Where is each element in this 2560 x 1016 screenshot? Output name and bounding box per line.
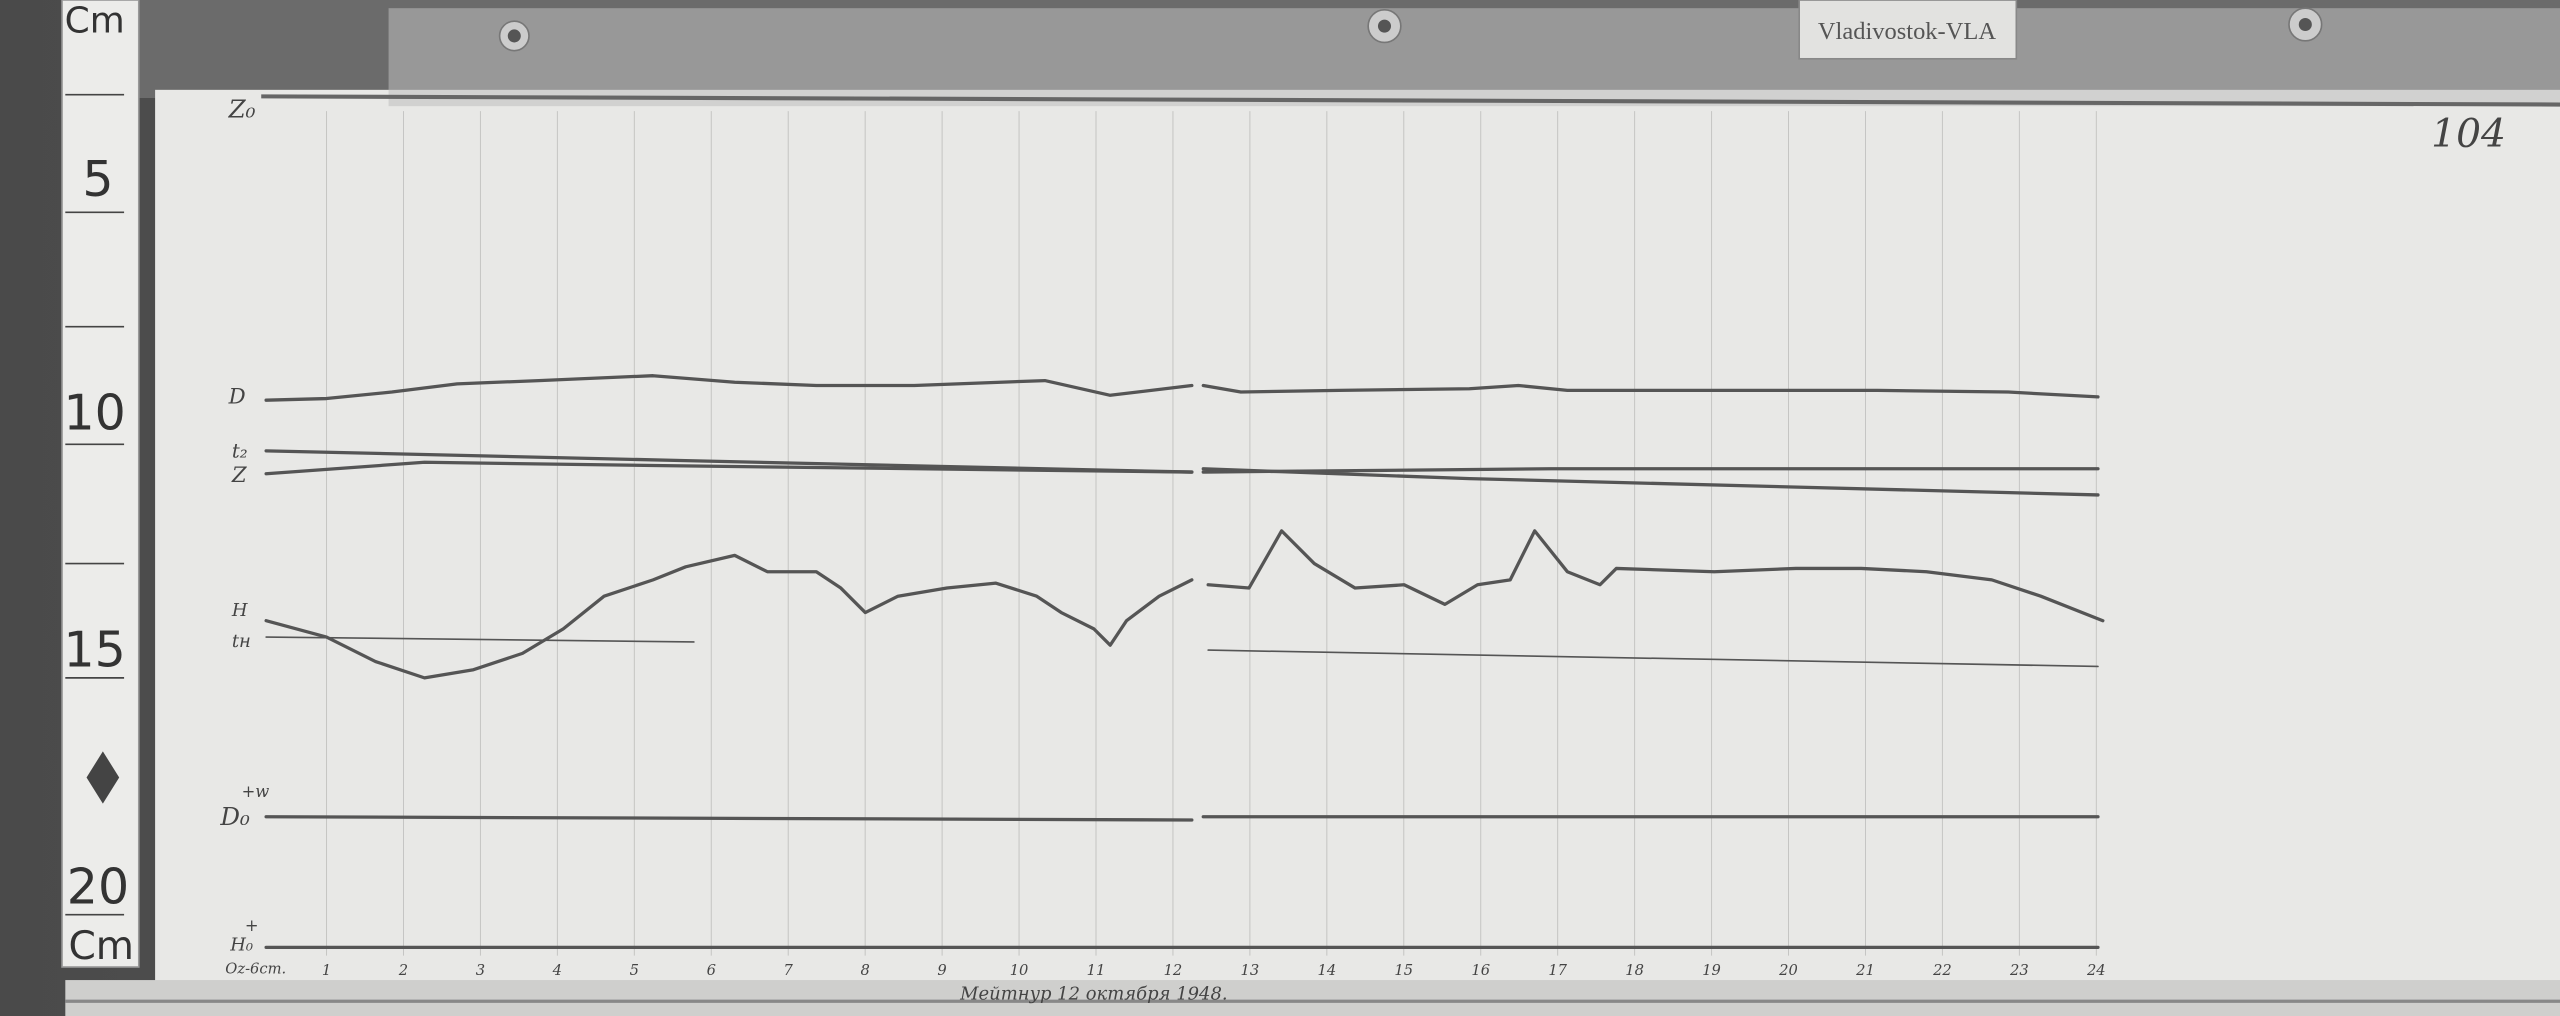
label-h0-sign: +	[245, 916, 259, 935]
hour-label: 22	[1932, 962, 1952, 979]
label-t2: t₂	[232, 439, 248, 462]
traces	[264, 374, 2105, 950]
paper-bottom-edge	[65, 980, 2560, 1016]
t2-trace	[264, 449, 1194, 474]
ruler-ticks	[65, 93, 125, 916]
label-d0: D₀	[219, 802, 250, 831]
ruler-unit-top: Cm	[65, 1, 125, 42]
hour-label: 12	[1164, 962, 1183, 979]
th-baseline	[265, 636, 695, 643]
hour-label: 5	[630, 962, 639, 979]
hour-label: 2	[398, 962, 408, 979]
label-h0: H₀	[229, 935, 253, 956]
z0-baseline	[261, 94, 2560, 107]
h-trace	[264, 553, 1194, 680]
z-trace	[264, 460, 1194, 476]
d-trace	[1201, 383, 2100, 399]
hour-label: 16	[1471, 962, 1490, 979]
label-z: Z	[231, 463, 248, 488]
hour-label: 4	[552, 962, 562, 979]
ruler-mark-10: 10	[64, 385, 126, 442]
label-d: D	[228, 384, 246, 409]
label-h: H	[231, 600, 248, 621]
hour-label: 13	[1241, 962, 1260, 979]
sheet-number: 104	[2431, 112, 2506, 157]
station-label: Vladivostok-VLA	[1818, 18, 1996, 45]
hour-label: 15	[1394, 962, 1413, 979]
ruler	[61, 0, 140, 968]
label-z0: Z₀	[228, 95, 256, 124]
screw-icon	[1367, 8, 1402, 44]
th-baseline	[1207, 649, 2099, 668]
ruler-unit-bottom: Cm	[68, 924, 134, 969]
hour-label: 20	[1778, 962, 1798, 979]
caption: Мейтнур 12 октября 1948.	[959, 984, 1227, 1005]
hour-label: 14	[1317, 962, 1336, 979]
hour-label: 24	[2086, 962, 2106, 979]
hour-label: 8	[860, 962, 869, 979]
paper-sheet	[155, 89, 2560, 989]
hour-label: 7	[784, 962, 794, 979]
hour-label: 6	[707, 962, 716, 979]
z-trace	[1201, 467, 2100, 474]
d0-baseline	[264, 815, 1194, 822]
hour-label: 9	[937, 962, 946, 979]
ruler-mark-5: 5	[82, 151, 113, 208]
hour-label: 10	[1010, 962, 1029, 979]
screw-icon	[2288, 7, 2323, 42]
hour-label: 21	[1855, 962, 1875, 979]
time-axis-label: Oz-6cm.	[225, 961, 286, 978]
label-d0-sign: +w	[242, 782, 270, 801]
hour-label: 1	[322, 962, 331, 979]
hour-label: 19	[1702, 962, 1721, 979]
hour-label: 11	[1087, 962, 1106, 979]
screw-icon	[498, 20, 530, 52]
ruler-mark-20: 20	[67, 858, 129, 915]
hour-labels: 1 2 3 4 5 6 7 8 9 10 11 12 13 14 15 16 17 18 19 20 21 22 23 24	[322, 962, 2106, 979]
station-label-card	[1798, 0, 2018, 60]
label-th: tн	[232, 631, 251, 652]
d-trace	[264, 374, 1194, 402]
hour-label: 17	[1548, 962, 1567, 979]
hour-label: 3	[476, 962, 485, 979]
hour-grid	[326, 111, 2097, 956]
h-trace	[1206, 529, 2105, 623]
ruler-mark-15: 15	[64, 621, 126, 678]
top-plexi-strip	[388, 8, 2560, 107]
hour-label: 23	[2009, 962, 2029, 979]
hour-label: 18	[1625, 962, 1644, 979]
